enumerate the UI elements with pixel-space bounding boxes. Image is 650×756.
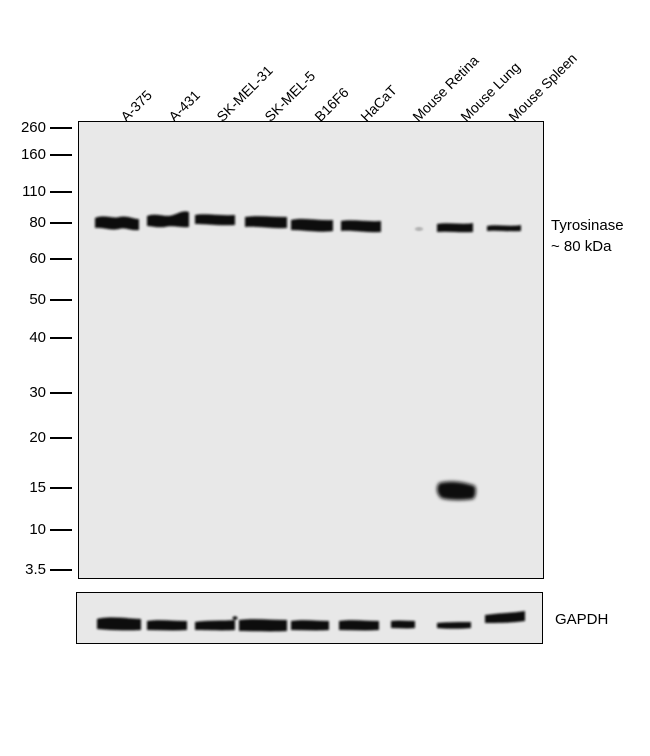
marker-tick-80 xyxy=(50,222,72,224)
loading-control-panel xyxy=(76,592,543,644)
band-80kda-hacat xyxy=(341,220,381,233)
band-gapdh-a375 xyxy=(97,617,141,631)
band-gapdh-mouse-lung xyxy=(437,622,471,629)
target-label-size: ~ 80 kDa xyxy=(551,238,612,255)
band-80kda-sk-mel-31 xyxy=(195,214,235,226)
band-80kda-sk-mel-5 xyxy=(245,216,287,229)
band-15kda-mouse-lung xyxy=(436,481,476,501)
band-gapdh-hacat xyxy=(339,620,379,631)
band-gapdh-a431 xyxy=(147,620,187,631)
marker-label-60: 60 xyxy=(29,250,46,267)
band-gapdh-mouse-retina xyxy=(391,620,415,629)
band-gapdh-sk-mel-5 xyxy=(239,619,287,632)
lane-label-mouse-spleen: Mouse Spleen xyxy=(505,49,580,125)
marker-tick-20 xyxy=(50,437,72,439)
marker-tick-40 xyxy=(50,337,72,339)
loading-control-bands xyxy=(97,611,525,632)
marker-label-260: 260 xyxy=(20,119,46,136)
main-blot-bands xyxy=(95,211,521,501)
marker-tick-260 xyxy=(50,127,72,129)
marker-tick-50 xyxy=(50,299,72,301)
lane-label-hacat: HaCaT xyxy=(357,81,400,125)
marker-tick-15 xyxy=(50,487,72,489)
marker-tick-60 xyxy=(50,258,72,260)
marker-label-50: 50 xyxy=(29,291,46,308)
band-80kda-mouse-retina xyxy=(415,227,423,231)
marker-label-10: 10 xyxy=(29,521,46,538)
target-label-tyrosinase: Tyrosinase xyxy=(551,217,624,234)
marker-tick-30 xyxy=(50,392,72,394)
band-gapdh-b16f6 xyxy=(291,620,329,631)
marker-label-40: 40 xyxy=(29,329,46,346)
marker-label-160: 160 xyxy=(20,146,46,163)
band-80kda-b16f6 xyxy=(291,218,333,232)
band-gapdh-sk-mel-31 xyxy=(195,620,235,631)
band-80kda-a375 xyxy=(95,216,139,231)
marker-tick-3-5 xyxy=(50,569,72,571)
marker-label-20: 20 xyxy=(29,429,46,446)
band-gapdh-mouse-spleen xyxy=(485,611,525,623)
marker-label-80: 80 xyxy=(29,214,46,231)
band-80kda-a431 xyxy=(147,211,189,228)
marker-tick-110 xyxy=(50,191,72,193)
lane-label-b16f6: B16F6 xyxy=(311,84,352,125)
band-80kda-mouse-spleen xyxy=(487,225,521,232)
marker-label-3-5: 3.5 xyxy=(25,561,46,578)
marker-label-15: 15 xyxy=(29,479,46,496)
marker-label-110: 110 xyxy=(22,183,46,200)
marker-tick-160 xyxy=(50,154,72,156)
lane-label-a375: A-375 xyxy=(117,86,156,125)
band-80kda-mouse-lung xyxy=(437,223,473,233)
main-blot-panel xyxy=(78,121,544,579)
loading-control-label-gapdh: GAPDH xyxy=(555,611,609,628)
lane-label-a431: A-431 xyxy=(165,86,204,125)
band-gapdh-sk-mel-5-dot xyxy=(232,616,238,620)
marker-tick-10 xyxy=(50,529,72,531)
marker-label-30: 30 xyxy=(29,384,46,401)
